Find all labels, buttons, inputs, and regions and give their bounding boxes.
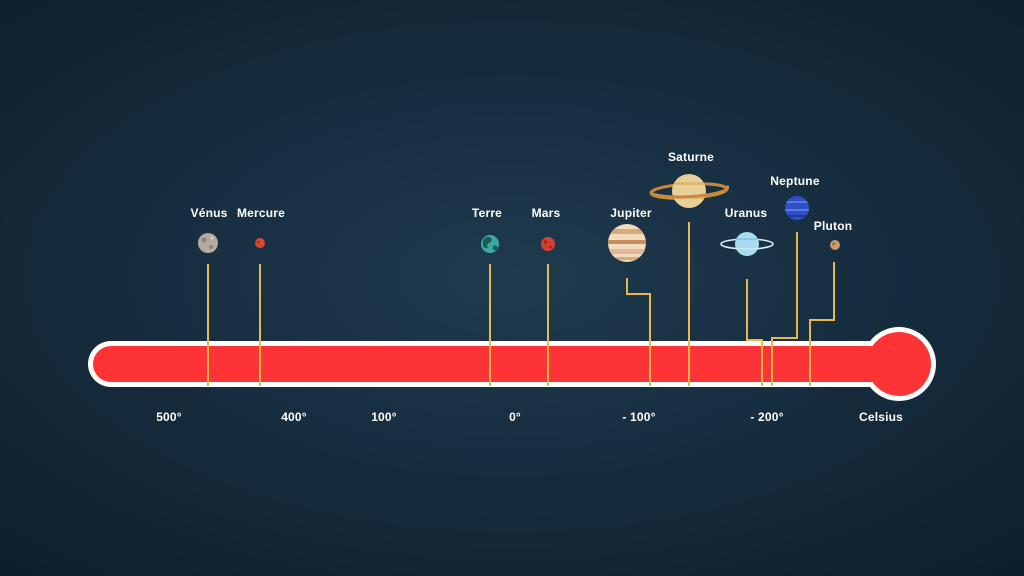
connector-pluton xyxy=(809,262,835,386)
thermometer-bulb-fill xyxy=(867,332,931,396)
planet-label-uranus: Uranus xyxy=(724,206,768,220)
unit-label-celsius: Celsius xyxy=(858,410,904,424)
saturn-icon xyxy=(649,174,730,208)
tick-label-minus-200: - 200° xyxy=(750,410,784,424)
jupiter-icon xyxy=(608,224,646,262)
tick-label-minus-100: - 100° xyxy=(622,410,656,424)
uranus-icon xyxy=(720,232,774,256)
connector-uranus xyxy=(746,279,763,386)
connector-neptune xyxy=(771,232,798,386)
planet-label-pluton: Pluton xyxy=(813,219,853,233)
venus-icon xyxy=(198,233,218,253)
tick-label-400: 400° xyxy=(281,410,307,424)
tick-label-500: 500° xyxy=(156,410,182,424)
neptune-icon xyxy=(785,196,809,220)
planet-label-terre: Terre xyxy=(471,206,503,220)
connector-jupiter xyxy=(626,278,651,386)
planet-label-saturne: Saturne xyxy=(667,150,715,164)
planet-label-mars: Mars xyxy=(531,206,561,220)
thermometer-tube-fill xyxy=(93,346,905,382)
mercury-icon xyxy=(255,238,265,248)
planet-label-venus: Vénus xyxy=(190,206,228,220)
planet-label-neptune: Neptune xyxy=(770,174,820,188)
planet-label-jupiter: Jupiter xyxy=(610,206,652,220)
tick-label-0: 0° xyxy=(509,410,521,424)
earth-icon xyxy=(481,235,499,253)
tick-label-100: 100° xyxy=(371,410,397,424)
mars-icon xyxy=(541,237,555,251)
pluto-icon xyxy=(830,240,840,250)
planet-label-mercure: Mercure xyxy=(236,206,286,220)
